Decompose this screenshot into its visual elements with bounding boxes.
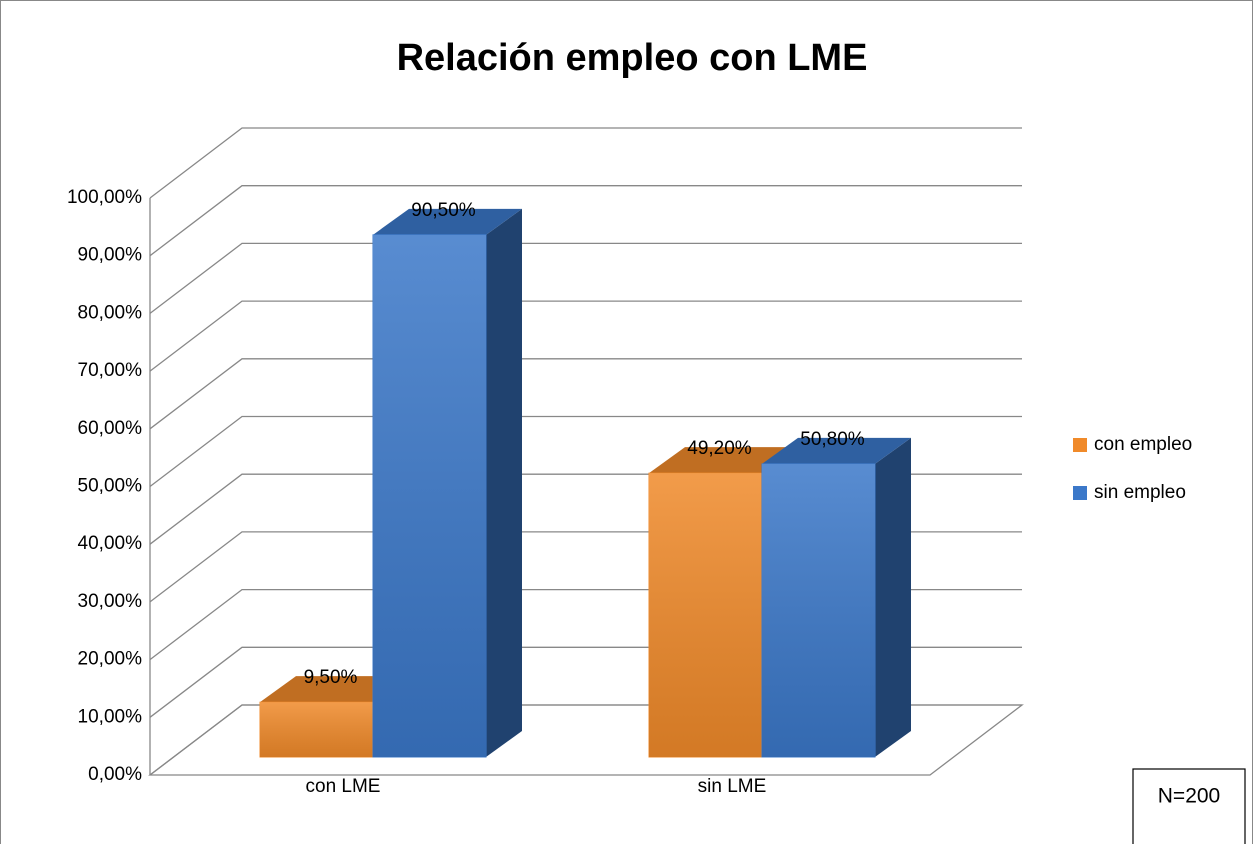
grid-line [149,127,1022,199]
y-tick-label: 60,00% [78,418,143,439]
y-tick-label: 80,00% [78,302,143,323]
bar-shade [762,463,875,757]
annotation-box [1132,768,1246,849]
y-tick-label: 100,00% [67,187,142,208]
bar-top [649,447,798,474]
grid-line [149,358,1022,430]
y-tick-label: 20,00% [78,649,143,670]
bar-top [260,676,409,703]
data-label: 9,50% [304,667,358,688]
grid-line [149,415,1022,488]
y-tick-label: 40,00% [78,533,143,554]
bar-shade [649,473,762,757]
grid-line [149,300,1022,372]
bar-shade [373,234,486,757]
y-tick-label: 30,00% [78,591,143,612]
y-tick-label: 0,00% [88,764,142,785]
y-tick-label: 10,00% [78,706,143,727]
bar-top [373,208,522,235]
data-label: 90,50% [411,200,476,221]
bar-side [486,208,522,757]
data-label: 50,80% [800,429,865,450]
annotation: N=200 [1158,785,1220,808]
y-tick-label: 50,00% [78,476,143,497]
legend-label: con empleo [1094,434,1192,455]
grid-line [149,185,1022,257]
bar-side [875,437,911,757]
y-tick-label: 90,00% [78,245,143,266]
x-tick-label: con LME [306,776,381,797]
y-tick-label: 70,00% [78,360,143,381]
legend-swatch [1073,486,1087,500]
legend-label: sin empleo [1094,482,1186,503]
chart-title: Relación empleo con LME [397,37,868,79]
data-label: 49,20% [687,438,752,459]
grid-line [149,242,1022,314]
bar-top [762,437,911,464]
bar-shade [260,702,373,757]
legend-swatch [1073,438,1087,452]
x-tick-label: sin LME [698,776,767,797]
